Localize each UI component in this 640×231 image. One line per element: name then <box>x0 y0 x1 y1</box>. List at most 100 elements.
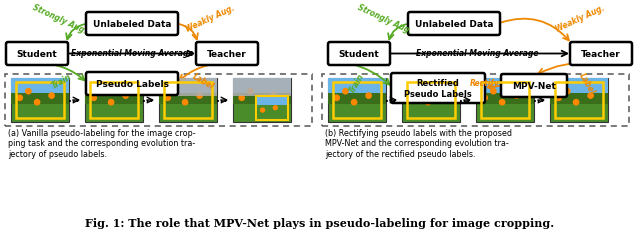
Bar <box>476 79 534 95</box>
Circle shape <box>556 96 561 101</box>
FancyBboxPatch shape <box>328 43 390 66</box>
FancyBboxPatch shape <box>196 43 258 66</box>
Bar <box>85 79 143 95</box>
Bar <box>159 79 217 122</box>
Text: MPV-Net: MPV-Net <box>512 82 556 91</box>
Bar <box>159 79 217 95</box>
Text: ...: ... <box>533 94 545 103</box>
Circle shape <box>165 96 170 101</box>
Bar <box>406 82 456 119</box>
Circle shape <box>123 94 128 99</box>
Circle shape <box>573 100 579 105</box>
Bar <box>402 94 460 105</box>
Circle shape <box>239 96 244 101</box>
Bar <box>328 79 386 95</box>
Bar <box>233 79 291 122</box>
Circle shape <box>343 89 348 94</box>
Text: (a) Vanilla pseudo-labeling for the image crop-
ping task and the corresponding : (a) Vanilla pseudo-labeling for the imag… <box>8 128 196 158</box>
Circle shape <box>564 89 570 94</box>
Bar <box>11 79 69 122</box>
Circle shape <box>197 94 202 99</box>
Bar <box>555 82 604 119</box>
Text: Unlabeled Data: Unlabeled Data <box>415 20 493 29</box>
Text: Rectify: Rectify <box>470 79 500 88</box>
Text: Weakly Aug.: Weakly Aug. <box>184 4 236 34</box>
Bar <box>164 82 212 119</box>
Text: ...: ... <box>68 94 79 103</box>
Circle shape <box>440 94 445 99</box>
Bar <box>402 79 460 95</box>
Text: Label: Label <box>191 72 215 91</box>
FancyBboxPatch shape <box>570 43 632 66</box>
Circle shape <box>351 100 356 105</box>
Text: ...: ... <box>142 94 154 103</box>
Circle shape <box>26 89 31 94</box>
Text: Label: Label <box>577 71 596 96</box>
Text: Student: Student <box>339 50 380 59</box>
Circle shape <box>91 96 97 101</box>
FancyBboxPatch shape <box>408 13 500 36</box>
Circle shape <box>491 89 496 94</box>
Circle shape <box>248 89 253 94</box>
FancyBboxPatch shape <box>86 13 178 36</box>
Bar <box>328 94 386 105</box>
Circle shape <box>17 96 22 101</box>
Bar <box>159 94 217 105</box>
Text: Weakly Aug.: Weakly Aug. <box>554 4 606 34</box>
Bar <box>159 79 217 97</box>
Bar <box>233 79 291 95</box>
Bar <box>402 79 460 122</box>
Text: Teacher: Teacher <box>207 50 247 59</box>
Text: Strongly Aug.: Strongly Aug. <box>356 3 413 35</box>
Circle shape <box>417 89 422 94</box>
Bar <box>550 94 608 105</box>
Text: Student: Student <box>17 50 58 59</box>
Circle shape <box>49 94 54 99</box>
Circle shape <box>273 106 277 110</box>
Circle shape <box>182 100 188 105</box>
Bar <box>550 79 608 95</box>
Circle shape <box>366 94 371 99</box>
Circle shape <box>260 109 264 112</box>
FancyBboxPatch shape <box>501 75 567 97</box>
Bar <box>85 94 143 105</box>
Text: Train: Train <box>51 73 74 91</box>
FancyBboxPatch shape <box>5 75 312 126</box>
Bar <box>333 82 381 119</box>
Bar <box>256 96 288 120</box>
Text: Fig. 1: The role that MPV-Net plays in pseudo-labeling for image cropping.: Fig. 1: The role that MPV-Net plays in p… <box>85 217 555 228</box>
Text: Rectified
Pseudo Labels: Rectified Pseudo Labels <box>404 79 472 98</box>
FancyBboxPatch shape <box>391 74 485 103</box>
Circle shape <box>174 89 179 94</box>
FancyBboxPatch shape <box>322 75 629 126</box>
Text: Exponential Moving Average: Exponential Moving Average <box>416 49 538 58</box>
Bar <box>11 79 69 95</box>
FancyBboxPatch shape <box>86 73 178 96</box>
Bar <box>233 79 291 97</box>
Bar <box>233 94 291 105</box>
Bar <box>481 82 529 119</box>
Circle shape <box>426 100 431 105</box>
Bar <box>85 79 143 122</box>
Circle shape <box>35 100 40 105</box>
Bar <box>476 79 534 122</box>
Circle shape <box>408 96 413 101</box>
Circle shape <box>100 89 105 94</box>
Text: ...: ... <box>460 94 470 103</box>
Bar <box>90 82 138 119</box>
Text: Pseudo Labels: Pseudo Labels <box>95 80 168 89</box>
Circle shape <box>108 100 114 105</box>
Text: Exponential Moving Average: Exponential Moving Average <box>71 49 193 58</box>
Circle shape <box>482 96 487 101</box>
Bar <box>550 79 608 122</box>
Text: Teacher: Teacher <box>581 50 621 59</box>
Text: Train: Train <box>348 72 366 95</box>
Text: ...: ... <box>385 94 397 103</box>
Bar <box>256 96 288 120</box>
Text: (b) Rectifying pseudo labels with the proposed
MPV-Net and the corresponding evo: (b) Rectifying pseudo labels with the pr… <box>325 128 512 158</box>
Text: ...: ... <box>216 94 228 103</box>
Circle shape <box>499 100 505 105</box>
FancyBboxPatch shape <box>6 43 68 66</box>
Bar <box>476 94 534 105</box>
Circle shape <box>257 100 262 105</box>
